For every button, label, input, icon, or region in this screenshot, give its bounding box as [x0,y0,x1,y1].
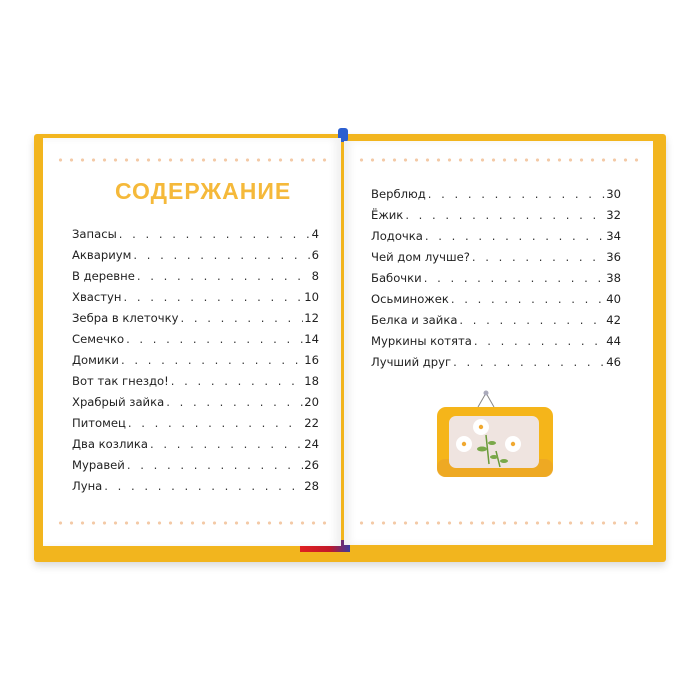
entry-page: 28 [304,479,319,493]
dot-leader [472,250,605,264]
entry-title: Зебра в клеточку [72,311,179,325]
toc-entry: Зебра в клеточку 12 [72,311,319,332]
toc-entry: Чей дом лучше? 36 [371,250,621,271]
right-page: Верблюд 30 Ёжик 32 Лодочка 34 Чей дом лучше? 36… [344,141,653,545]
dot-leader [405,208,605,222]
toc-entry: Хвастун 10 [72,290,319,311]
entry-page: 22 [304,416,319,430]
dot-leader [428,187,605,201]
dot-leader [150,437,303,451]
dotted-border-top [55,158,333,162]
dot-leader [474,334,605,348]
toc-list: Верблюд 30 Ёжик 32 Лодочка 34 Чей дом лучше? 36… [371,187,621,376]
entry-page: 30 [606,187,621,201]
entry-title: Верблюд [371,187,426,201]
toc-entry: Бабочки 38 [371,271,621,292]
toc-entry: Муркины котята 44 [371,334,621,355]
entry-title: Муравей [72,458,125,472]
entry-title: Луна [72,479,103,493]
entry-page: 26 [304,458,319,472]
dot-leader [123,290,303,304]
dot-leader [127,458,303,472]
entry-page: 38 [606,271,621,285]
dot-leader [424,271,606,285]
entry-page: 18 [304,374,319,388]
entry-title: Запасы [72,227,117,241]
bookmark-ribbon [338,128,348,142]
dotted-border-bottom [356,521,645,525]
entry-page: 20 [304,395,319,409]
toc-entry: Белка и зайка 42 [371,313,621,334]
toc-entry: Верблюд 30 [371,187,621,208]
entry-title: Хвастун [72,290,122,304]
entry-title: В деревне [72,269,135,283]
entry-page: 40 [606,292,621,306]
dot-leader [451,292,605,306]
entry-title: Лодочка [371,229,423,243]
dot-leader [459,313,605,327]
entry-title: Белка и зайка [371,313,458,327]
toc-entry: Луна 28 [72,479,319,500]
entry-title: Чей дом лучше? [371,250,470,264]
toc-entry: Домики 16 [72,353,319,374]
entry-page: 42 [606,313,621,327]
dot-leader [425,229,605,243]
toc-list: Запасы 4 Аквариум 6 В деревне 8 Хвастун 10 Зебра… [72,227,319,500]
entry-page: 6 [311,248,319,262]
entry-title: Два козлика [72,437,148,451]
dot-leader [181,311,304,325]
toc-entry: Лучший друг 46 [371,355,621,376]
entry-title: Храбрый зайка [72,395,165,409]
entry-page: 46 [606,355,621,369]
entry-title: Лучший друг [371,355,452,369]
entry-page: 32 [606,208,621,222]
toc-entry: Питомец 22 [72,416,319,437]
entry-page: 12 [304,311,319,325]
toc-entry: Запасы 4 [72,227,319,248]
toc-entry: Муравей 26 [72,458,319,479]
entry-page: 24 [304,437,319,451]
dot-leader [128,416,303,430]
left-page: СОДЕРЖАНИЕ Запасы 4 Аквариум 6 В деревне 8 Хва… [43,138,341,546]
entry-title: Муркины котята [371,334,472,348]
toc-entry: Лодочка 34 [371,229,621,250]
toc-entry: В деревне 8 [72,269,319,290]
entry-page: 4 [311,227,319,241]
dot-leader [137,269,311,283]
dot-leader [104,479,303,493]
entry-page: 10 [304,290,319,304]
toc-entry: Храбрый зайка 20 [72,395,319,416]
dotted-border-top [356,158,645,162]
toc-entry: Ёжик 32 [371,208,621,229]
entry-title: Бабочки [371,271,422,285]
dot-leader [171,374,303,388]
toc-entry: Осьминожек 40 [371,292,621,313]
dot-leader [453,355,605,369]
entry-page: 14 [304,332,319,346]
framed-daisies-picture [437,390,553,477]
page-title: СОДЕРЖАНИЕ [115,178,292,204]
dot-leader [121,353,303,367]
entry-title: Ёжик [371,208,404,222]
entry-title: Семечко [72,332,125,346]
entry-page: 8 [311,269,319,283]
dot-leader [119,227,311,241]
entry-title: Осьминожек [371,292,449,306]
dotted-border-bottom [55,521,333,525]
dot-leader [166,395,303,409]
entry-page: 16 [304,353,319,367]
entry-page: 34 [606,229,621,243]
dot-leader [133,248,310,262]
entry-page: 44 [606,334,621,348]
toc-entry: Два козлика 24 [72,437,319,458]
entry-title: Питомец [72,416,126,430]
entry-title: Вот так гнездо! [72,374,169,388]
entry-title: Домики [72,353,119,367]
toc-entry: Семечко 14 [72,332,319,353]
entry-title: Аквариум [72,248,132,262]
toc-entry: Вот так гнездо! 18 [72,374,319,395]
dot-leader [126,332,303,346]
entry-page: 36 [606,250,621,264]
toc-entry: Аквариум 6 [72,248,319,269]
